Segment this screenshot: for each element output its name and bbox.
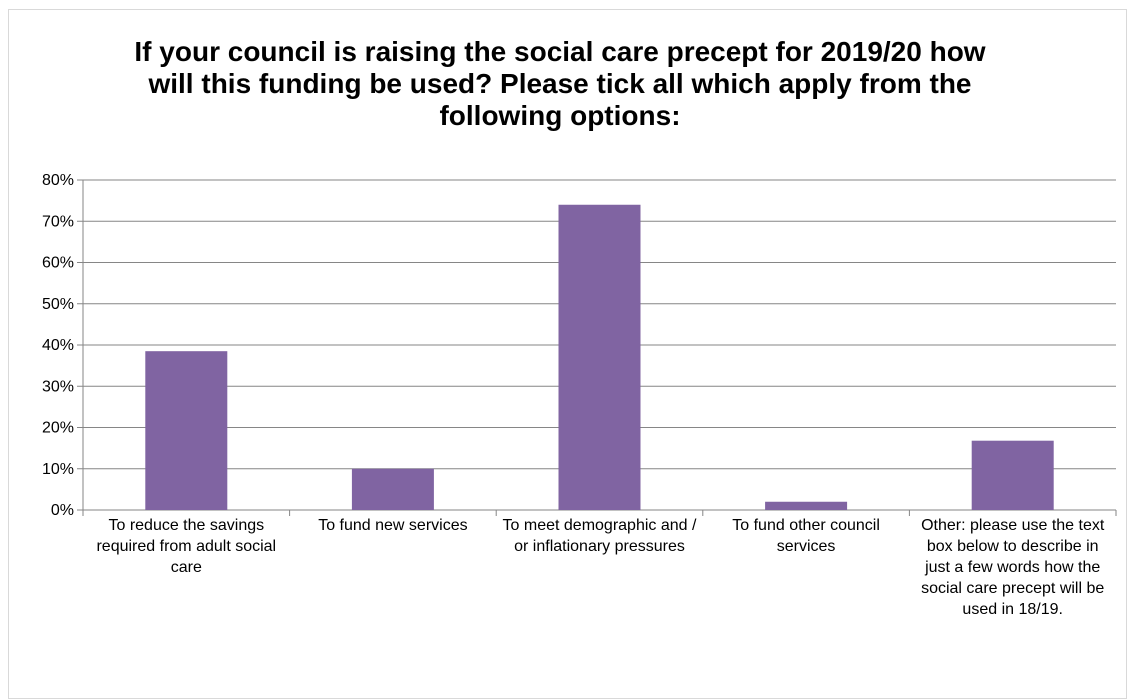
y-tick-label: 10%: [42, 461, 74, 478]
axes: [82, 180, 1117, 516]
x-tick-label: To reduce the savings required from adul…: [96, 517, 277, 576]
bar: [765, 501, 848, 510]
x-tick-label: To fund new services: [318, 517, 468, 534]
x-tick-label: Other: please use the text box below to …: [921, 517, 1105, 618]
bar: [971, 440, 1054, 510]
bars: [145, 204, 1054, 510]
bar: [558, 204, 641, 510]
y-tick-label: 80%: [42, 172, 74, 189]
bar: [145, 351, 228, 510]
y-tick-label: 50%: [42, 296, 74, 313]
y-tick-label: 30%: [42, 378, 74, 395]
x-tick-label: To fund other council services: [732, 517, 880, 555]
bar: [351, 468, 434, 510]
y-tick-label: 40%: [42, 337, 74, 354]
y-tick-label: 0%: [51, 502, 74, 519]
chart-title: If your council is raising the social ca…: [134, 36, 986, 131]
y-tick-label: 70%: [42, 213, 74, 230]
y-tick-label: 20%: [42, 420, 74, 437]
x-tick-label: To meet demographic and / or inflationar…: [502, 517, 697, 555]
y-axis-ticks: 0% 10% 20% 30% 40% 50% 60% 70% 80%: [42, 172, 74, 519]
y-tick-label: 60%: [42, 255, 74, 272]
